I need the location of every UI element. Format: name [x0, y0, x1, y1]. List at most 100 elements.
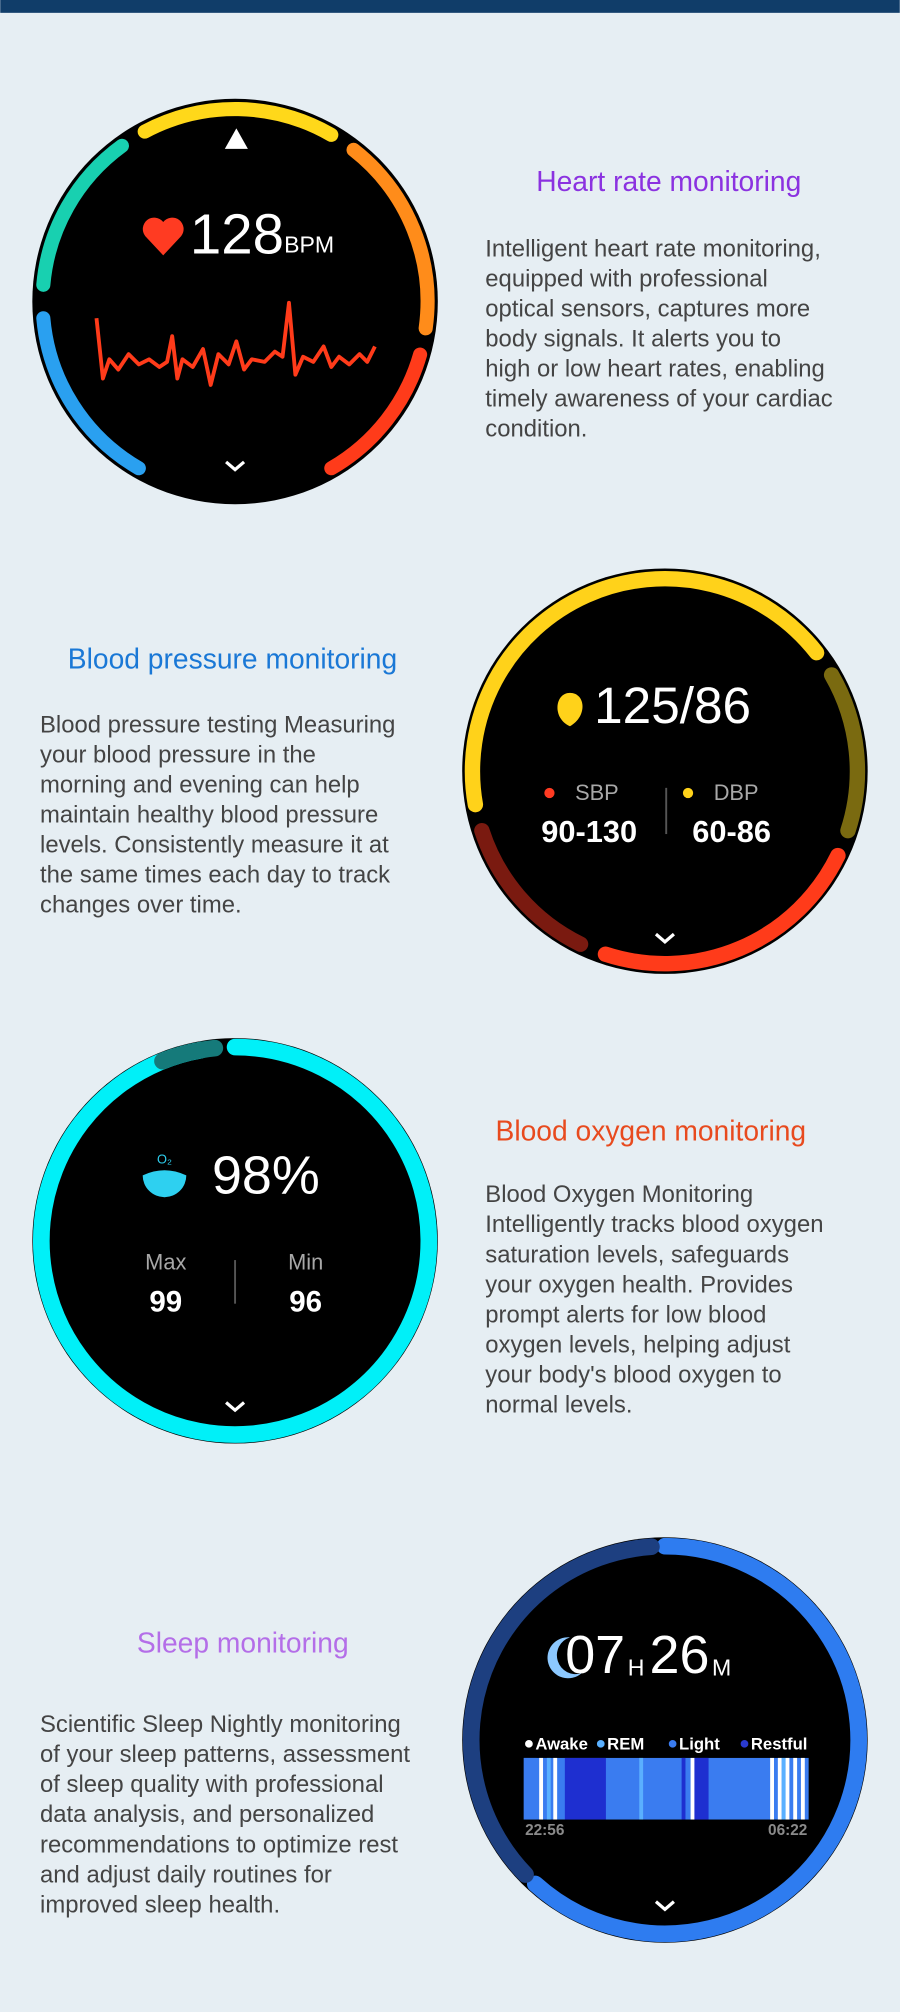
section-title: Blood pressure monitoring	[68, 642, 397, 674]
dbp-label: DBP	[714, 780, 759, 805]
legend-label: Light	[679, 1735, 720, 1754]
description-line: timely awareness of your cardiac	[485, 386, 832, 413]
legend-label: Restful	[751, 1735, 808, 1754]
description-line: recommendations to optimize rest	[40, 1831, 398, 1858]
spo2-value: 98%	[212, 1145, 320, 1205]
legend-label: REM	[607, 1735, 644, 1754]
max-value: 99	[149, 1285, 182, 1318]
heart-rate-value: 128	[190, 203, 284, 266]
minutes: 26	[650, 1625, 710, 1685]
sleep-segment	[523, 1757, 537, 1820]
description-line: saturation levels, safeguards	[485, 1241, 789, 1268]
description-line: data analysis, and personalized	[40, 1801, 374, 1828]
watch-face	[32, 98, 438, 505]
oxygen-icon	[142, 1170, 187, 1198]
max-label: Max	[145, 1250, 186, 1275]
legend-dot	[740, 1739, 749, 1748]
dbp-range: 60-86	[692, 814, 771, 849]
sleep-segment	[781, 1757, 786, 1820]
min-label: Min	[288, 1250, 323, 1275]
legend-dot	[596, 1739, 605, 1748]
ring-arc	[462, 1538, 660, 1883]
ring-arc	[597, 847, 846, 972]
sleep-legend: Awake REM Light Restful	[525, 1735, 807, 1754]
moon-icon	[547, 1637, 582, 1679]
down-chevron	[225, 460, 246, 472]
sbp-dot	[544, 787, 555, 799]
ring-arc	[154, 1039, 224, 1070]
sleep-segment	[681, 1757, 686, 1820]
description-line: high or low heart rates, enabling	[485, 356, 825, 383]
description-line: Intelligently tracks blood oxygen	[485, 1211, 823, 1238]
description-line: your oxygen health. Provides	[485, 1271, 793, 1298]
descriptions: Intelligent heart rate monitoring, equipp…	[40, 236, 833, 1919]
description-line: improved sleep health.	[40, 1891, 280, 1918]
up-arrow	[224, 128, 248, 149]
minutes-unit: M	[712, 1654, 731, 1680]
sleep-bar	[523, 1757, 809, 1820]
sleep-duration: 07 H 26 M	[565, 1625, 731, 1685]
sleep-segment	[539, 1757, 544, 1820]
description-line: and adjust daily routines for	[40, 1861, 332, 1888]
hours-unit: H	[628, 1654, 645, 1680]
ring-arc	[464, 571, 825, 813]
ring-arc	[346, 142, 435, 336]
description-line: optical sensors, captures more	[485, 296, 810, 323]
ring-arc	[137, 102, 339, 142]
description-line: the same times each day to track	[40, 862, 390, 889]
top-bar	[0, 0, 900, 13]
ring-arc	[36, 311, 146, 476]
description-line: your blood pressure in the	[40, 742, 316, 769]
heart-rate-unit: BPM	[284, 231, 334, 257]
watch-face	[32, 1038, 438, 1444]
drop-icon	[557, 692, 583, 727]
heart-rate-readout: 128BPM	[190, 203, 334, 266]
ring-arc	[324, 347, 428, 476]
description-line: your body's blood oxygen to	[485, 1361, 781, 1388]
description-line: maintain healthy blood pressure	[40, 802, 378, 829]
down-chevron	[654, 932, 675, 944]
sleep-segment	[639, 1757, 644, 1820]
sleep-segment	[793, 1757, 798, 1820]
description-line: equipped with professional	[485, 266, 768, 293]
section-title: Heart rate monitoring	[536, 165, 801, 197]
sleep-segment	[564, 1757, 606, 1820]
legend-label: Awake	[535, 1735, 588, 1754]
sleep-start: 22:56	[525, 1822, 564, 1839]
description-line: levels. Consistently measure it at	[40, 832, 389, 859]
description-line: oxygen levels, helping adjust	[485, 1331, 790, 1358]
heart-icon	[142, 217, 184, 256]
ring-arc	[823, 667, 866, 839]
sleep-end: 06:22	[768, 1822, 807, 1839]
description-line: prompt alerts for low blood	[485, 1301, 766, 1328]
hours: 07	[565, 1625, 625, 1685]
ring-arc	[526, 1537, 867, 1943]
description-line: normal levels.	[485, 1391, 632, 1418]
sleep-segment	[800, 1757, 805, 1820]
bp-value: 125/86	[594, 677, 751, 734]
watch-face	[462, 568, 868, 974]
legend-dot	[668, 1739, 677, 1748]
sleep-segment	[694, 1757, 709, 1820]
down-chevron	[225, 1401, 246, 1413]
sleep-segment	[770, 1757, 774, 1820]
legend-dot	[525, 1739, 533, 1748]
ring-arc	[474, 822, 589, 952]
sbp-range: 90-130	[541, 814, 637, 849]
sleep-segment	[546, 1757, 551, 1820]
sleep-segment	[777, 1757, 782, 1820]
ring-arc	[33, 1038, 438, 1443]
sleep-segment	[785, 1757, 790, 1820]
description-line: of your sleep patterns, assessment	[40, 1741, 410, 1768]
min-value: 96	[289, 1285, 322, 1318]
description-line: of sleep quality with professional	[40, 1771, 384, 1798]
description-line: Blood Oxygen Monitoring	[485, 1181, 753, 1208]
description-line: Scientific Sleep Nightly monitoring	[40, 1711, 401, 1738]
description-line: condition.	[485, 416, 587, 443]
down-chevron	[654, 1900, 675, 1912]
watch-rings	[33, 102, 867, 1943]
description-line: Blood pressure testing Measuring	[40, 712, 395, 739]
section-title: Blood oxygen monitoring	[496, 1114, 807, 1146]
